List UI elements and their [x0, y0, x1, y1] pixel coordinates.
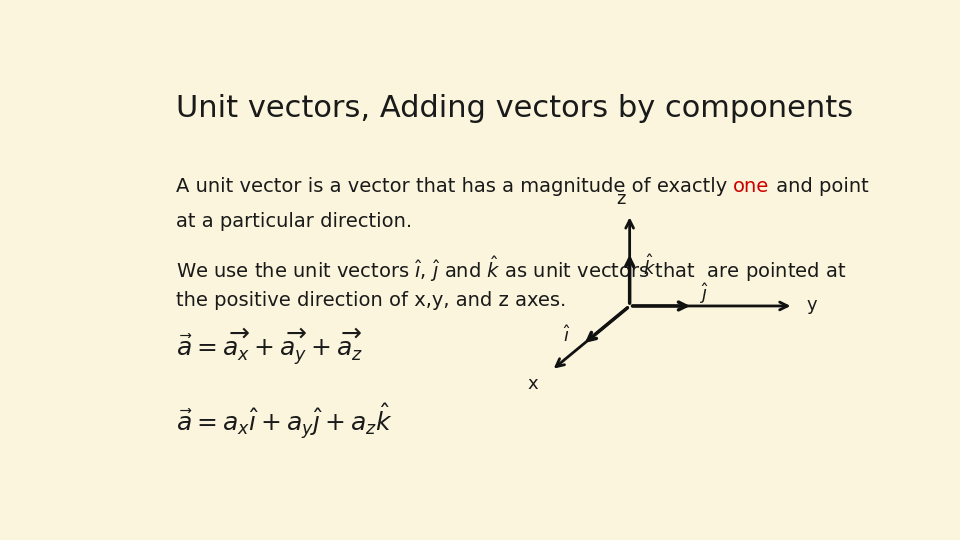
Text: z: z — [616, 190, 625, 208]
Text: We use the unit vectors $\hat{\imath}$, $\hat{\jmath}$ and $\hat{k}$ as unit vec: We use the unit vectors $\hat{\imath}$, … — [176, 254, 846, 284]
Text: $\vec{a} = \overrightarrow{a_x} + \overrightarrow{a_y} + \overrightarrow{a_z}$: $\vec{a} = \overrightarrow{a_x} + \overr… — [176, 327, 363, 367]
Text: x: x — [527, 375, 539, 394]
Text: $\vec{a} = a_x\hat{\imath} + a_y\hat{\jmath} + a_z\hat{k}$: $\vec{a} = a_x\hat{\imath} + a_y\hat{\jm… — [176, 402, 393, 442]
Text: y: y — [806, 296, 817, 314]
Text: $\hat{\imath}$: $\hat{\imath}$ — [563, 325, 571, 346]
Text: the positive direction of x,y, and z axes.: the positive direction of x,y, and z axe… — [176, 292, 566, 310]
Text: Unit vectors, Adding vectors by components: Unit vectors, Adding vectors by componen… — [176, 94, 852, 123]
Text: at a particular direction.: at a particular direction. — [176, 212, 412, 232]
Text: and point: and point — [770, 177, 868, 196]
Text: $\hat{k}$: $\hat{k}$ — [643, 254, 656, 279]
Text: A unit vector is a vector that has a magnitude of exactly: A unit vector is a vector that has a mag… — [176, 177, 733, 196]
Text: $\hat{\jmath}$: $\hat{\jmath}$ — [699, 281, 708, 306]
Text: one: one — [733, 177, 770, 196]
